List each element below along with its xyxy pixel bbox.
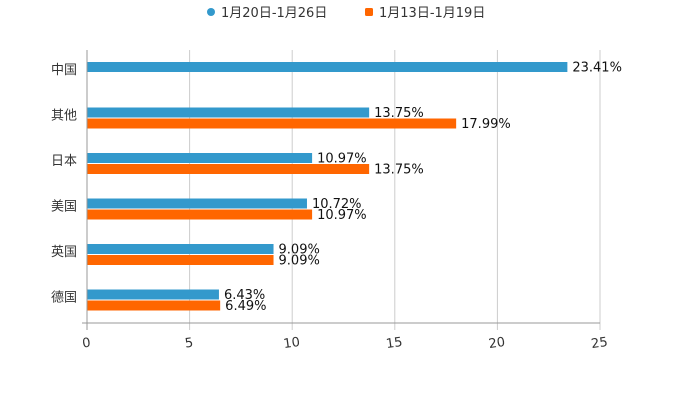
category-label: 英国 bbox=[51, 245, 77, 260]
bar-series2-2[interactable] bbox=[87, 164, 370, 174]
data-label: 13.75% bbox=[374, 106, 424, 121]
bar-series1-2[interactable] bbox=[87, 153, 313, 163]
data-label: 6.43% bbox=[224, 288, 265, 303]
bar-series2-1[interactable] bbox=[87, 118, 457, 129]
category-label: 美国 bbox=[51, 199, 77, 214]
data-label: 23.41% bbox=[572, 61, 622, 76]
bars: 23.41%13.75%17.99%10.97%13.75%10.72%10.9… bbox=[87, 61, 622, 314]
data-label: 10.97% bbox=[317, 152, 367, 167]
bar-series1-0[interactable] bbox=[87, 62, 568, 72]
bar-series1-4[interactable] bbox=[87, 244, 274, 254]
legend-item-1[interactable]: 1月20日-1月26日 bbox=[207, 6, 327, 21]
legend: 1月20日-1月26日 1月13日-1月19日 bbox=[207, 6, 485, 21]
legend-label-1: 1月20日-1月26日 bbox=[221, 6, 327, 21]
legend-label-2: 1月13日-1月19日 bbox=[379, 6, 485, 21]
x-tick-label: 25 bbox=[590, 335, 608, 352]
x-tick-label: 20 bbox=[488, 335, 506, 352]
bar-series1-5[interactable] bbox=[87, 289, 219, 300]
legend-marker-2 bbox=[365, 8, 373, 16]
bar-series2-3[interactable] bbox=[87, 209, 313, 220]
data-label: 17.99% bbox=[461, 117, 511, 132]
x-tick-label: 10 bbox=[282, 335, 300, 352]
data-label: 10.97% bbox=[317, 208, 367, 223]
bar-series2-5[interactable] bbox=[87, 300, 221, 311]
x-tick-label: 5 bbox=[184, 336, 194, 352]
data-label: 13.75% bbox=[374, 163, 424, 178]
bar-series2-4[interactable] bbox=[87, 255, 274, 265]
bar-series1-3[interactable] bbox=[87, 198, 307, 209]
x-tick-label: 0 bbox=[81, 336, 91, 352]
data-label: 9.09% bbox=[279, 243, 320, 258]
legend-marker-1 bbox=[207, 8, 215, 16]
category-label: 其他 bbox=[51, 108, 77, 123]
category-label: 中国 bbox=[51, 63, 77, 78]
grid-lines bbox=[189, 50, 601, 330]
category-label: 德国 bbox=[51, 290, 77, 305]
category-label: 日本 bbox=[51, 154, 77, 169]
legend-item-2[interactable]: 1月13日-1月19日 bbox=[365, 6, 485, 21]
data-label: 10.72% bbox=[312, 197, 362, 212]
bar-series1-1[interactable] bbox=[87, 107, 370, 118]
x-tick-label: 15 bbox=[385, 335, 403, 352]
data-label: 9.09% bbox=[279, 254, 320, 269]
data-label: 6.49% bbox=[225, 299, 266, 314]
